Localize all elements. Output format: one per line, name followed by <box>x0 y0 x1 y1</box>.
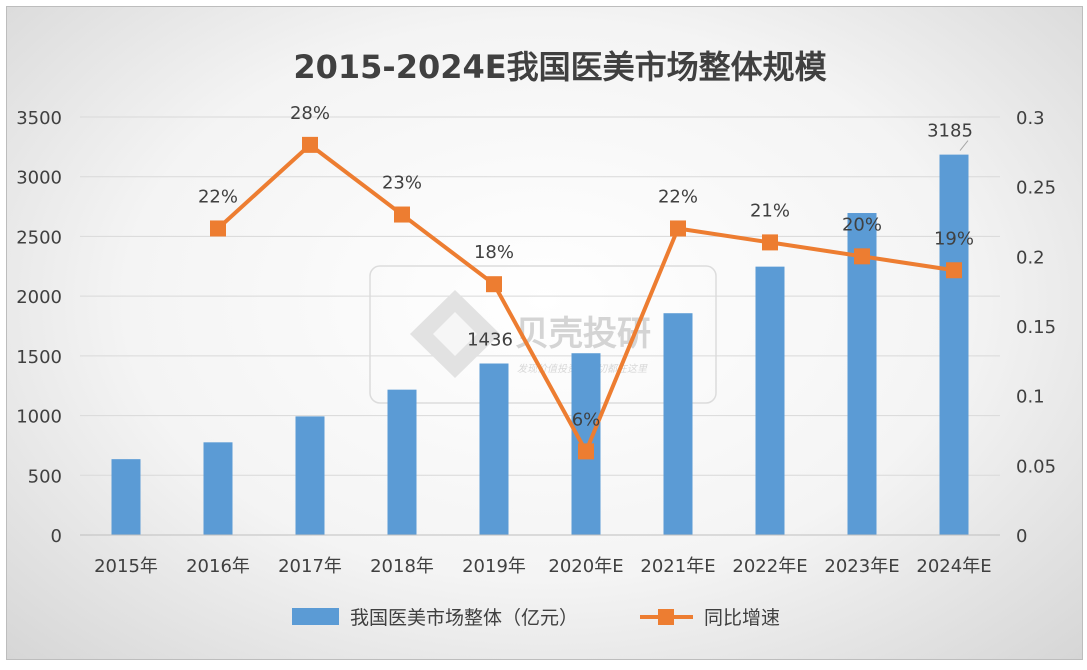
line-data-label: 22% <box>198 186 238 207</box>
x-tick-label: 2020年E <box>548 556 623 577</box>
y-left-tick-label: 2000 <box>16 287 62 308</box>
line-data-label: 21% <box>750 200 790 221</box>
x-tick-label: 2019年 <box>462 556 526 577</box>
y-right-tick-label: 0.1 <box>1016 387 1045 408</box>
leader-line <box>959 140 969 151</box>
y-right-tick-label: 0.05 <box>1016 456 1056 477</box>
bar <box>111 459 141 535</box>
y-right-tick-label: 0 <box>1016 526 1027 547</box>
line-point <box>578 443 594 460</box>
bar <box>203 442 233 535</box>
bar <box>847 213 877 535</box>
bar <box>939 154 969 535</box>
y-right-tick-label: 0.3 <box>1016 108 1045 129</box>
y-left-tick-label: 0 <box>51 526 62 547</box>
bar-data-label: 1436 <box>467 330 513 351</box>
x-axis: 2015年 2016年 2017年 2018年 2019年 2020年E 2021年E 202… <box>80 534 1000 577</box>
y-axis-right: 0 0.05 0.1 0.15 0.2 0.25 0.3 <box>1016 108 1056 547</box>
x-tick-label: 2015年 <box>94 556 158 577</box>
line-point <box>946 262 962 279</box>
legend-bar-swatch <box>292 608 339 625</box>
x-tick-label: 2024年E <box>916 556 991 577</box>
bar <box>663 313 693 535</box>
x-tick-label: 2023年E <box>824 556 899 577</box>
line-point <box>210 220 226 237</box>
line-point <box>670 220 686 237</box>
watermark-logo-inner <box>433 312 477 356</box>
line-data-label: 23% <box>382 173 422 194</box>
x-tick-label: 2022年E <box>732 556 807 577</box>
data-labels: 22% 28% 23% 18% 6% 22% 21% 20% 19% 1436 3185 <box>198 103 974 431</box>
line-point <box>854 248 870 265</box>
legend-bar-label: 我国医美市场整体（亿元） <box>350 607 578 629</box>
y-axis-left: 0 500 1000 1500 2000 2500 3000 3500 <box>16 108 62 547</box>
line-data-label: 19% <box>934 228 974 249</box>
y-left-tick-label: 3000 <box>16 168 62 189</box>
line-point <box>302 136 318 153</box>
bar-series <box>111 154 969 535</box>
line-data-label: 6% <box>572 409 601 430</box>
y-right-tick-label: 0.15 <box>1016 317 1056 338</box>
line-series <box>210 136 962 460</box>
watermark-frame <box>369 265 717 404</box>
line-data-label: 28% <box>290 103 330 124</box>
legend: 我国医美市场整体（亿元） 同比增速 <box>292 607 780 629</box>
y-left-tick-label: 500 <box>28 466 62 487</box>
x-tick-label: 2017年 <box>278 556 342 577</box>
y-left-tick-label: 1500 <box>16 347 62 368</box>
legend-line-marker <box>658 609 674 625</box>
x-tick-label: 2016年 <box>186 556 250 577</box>
y-left-tick-label: 2500 <box>16 227 62 248</box>
bar <box>479 363 509 535</box>
y-right-tick-label: 0.2 <box>1016 247 1045 268</box>
bar <box>387 389 417 535</box>
x-tick-label: 2021年E <box>640 556 715 577</box>
line-point <box>762 234 778 251</box>
legend-line-label: 同比增速 <box>704 607 780 629</box>
chart-title: 2015-2024E我国医美市场整体规模 <box>293 48 826 86</box>
line-data-label: 18% <box>474 242 514 263</box>
bar <box>295 416 325 535</box>
line-data-label: 20% <box>842 214 882 235</box>
line-data-label: 22% <box>658 186 698 207</box>
line-point <box>394 206 410 223</box>
y-right-tick-label: 0.25 <box>1016 178 1056 199</box>
bar <box>755 266 785 535</box>
bar-data-label: 3185 <box>927 121 973 142</box>
chart-frame <box>6 6 1083 660</box>
line-point <box>486 276 502 293</box>
y-left-tick-label: 3500 <box>16 108 62 129</box>
x-tick-label: 2018年 <box>370 556 434 577</box>
y-left-tick-label: 1000 <box>16 407 62 428</box>
